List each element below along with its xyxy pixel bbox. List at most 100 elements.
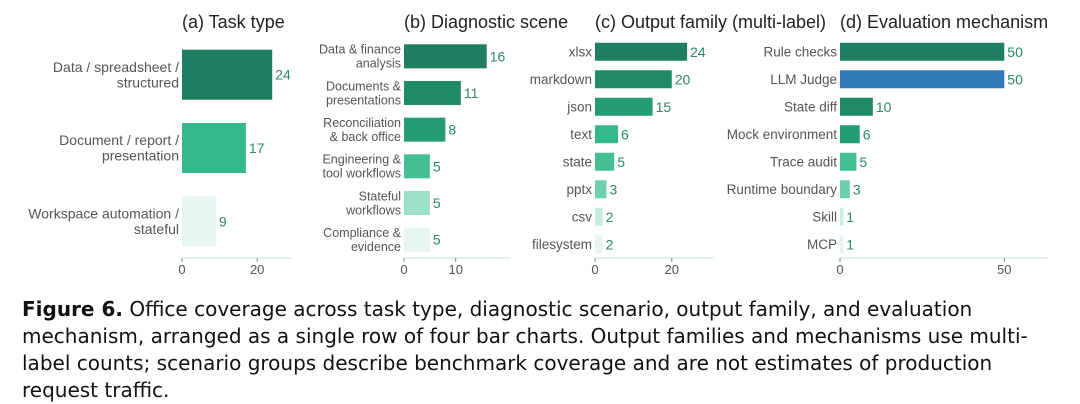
category-label: pptx [566,182,592,197]
figure-caption: Figure 6. Office coverage across task ty… [22,296,1072,404]
category-label: Skill [812,209,837,224]
bar [840,180,850,199]
bar [840,207,844,226]
bar [595,235,603,254]
data-label: 50 [1007,44,1023,60]
x-tick-label: 50 [997,262,1011,277]
category-label: Rule checks [763,44,837,59]
data-label: 5 [859,154,867,170]
data-label: 15 [656,99,672,115]
data-label: 9 [219,213,227,229]
data-label: 1 [846,209,854,225]
category-label: markdown [530,72,592,87]
bar [840,42,1005,61]
data-label: 2 [606,209,614,225]
data-label: 20 [675,71,691,87]
category-label: evidence [351,240,401,254]
bar [595,70,672,89]
category-label: presentations [326,93,401,107]
category-label: MCP [807,237,837,252]
bar-charts: (a) Task type 24 Data / spreadsheet /struc… [28,12,1048,277]
caption-label: Figure 6. [22,297,123,321]
bar [404,227,430,252]
bar [840,70,1005,89]
bar [404,44,487,69]
data-label: 17 [249,140,265,156]
bar [595,152,615,171]
category-label: Compliance & [323,226,401,240]
category-label: json [566,99,592,114]
x-tick-label: 0 [591,262,598,277]
chart-title: (c) Output family (multi-label) [595,12,826,32]
category-label: Runtime boundary [727,182,838,197]
data-label: 6 [863,126,871,142]
bar [182,196,216,247]
data-label: 50 [1007,71,1023,87]
data-label: 3 [853,181,861,197]
category-label: Trace audit [770,154,837,169]
bar [595,180,607,199]
data-label: 5 [617,154,625,170]
x-tick-label: 10 [448,262,462,277]
data-label: 5 [433,195,441,211]
bar [840,125,860,144]
category-label: State diff [784,99,837,114]
data-label: 5 [433,232,441,248]
bar [595,125,619,144]
bar [182,49,273,100]
category-label: Data & finance [319,43,401,57]
data-label: 3 [610,181,618,197]
data-label: 6 [621,126,629,142]
bar [404,117,446,142]
category-label: Stateful [359,189,401,203]
data-label: 1 [846,236,854,252]
category-label: LLM Judge [770,72,837,87]
category-label: & back office [330,130,401,144]
category-label: workflows [345,203,401,217]
category-label: text [570,127,592,142]
bar [595,42,688,61]
chart-title: (b) Diagnostic scene [404,12,568,32]
data-label: 11 [464,85,479,101]
data-label: 16 [490,48,506,64]
bar [840,97,873,116]
bar [404,154,430,179]
chart-title: (d) Evaluation mechanism [840,12,1048,32]
bar [840,152,857,171]
caption-text: Office coverage across task type, diagno… [22,297,1028,402]
category-label: structured [117,74,179,90]
data-label: 24 [690,44,706,60]
chart-panel-a: (a) Task type 24 Data / spreadsheet /struc… [28,12,291,277]
chart-title: (a) Task type [182,12,285,32]
category-label: presentation [102,148,179,164]
category-label: analysis [356,57,401,71]
x-tick-label: 20 [665,262,679,277]
category-label: Document / report / [59,132,179,148]
category-label: stateful [134,221,179,237]
category-label: tool workflows [323,167,402,181]
bar [595,207,603,226]
bar [404,81,461,105]
bar [595,97,653,116]
data-label: 24 [275,67,291,83]
data-label: 2 [606,236,614,252]
category-label: filesystem [532,237,592,252]
x-tick-label: 0 [836,262,843,277]
category-label: xlsx [569,44,592,59]
bar [404,191,430,215]
category-label: Engineering & [322,153,401,167]
data-label: 5 [433,158,441,174]
category-label: csv [572,209,593,224]
bar [182,123,246,173]
category-label: Workspace automation / [28,205,179,221]
bar [840,235,844,254]
chart-panel-c: (c) Output family (multi-label)24xlsx20m… [530,12,826,277]
category-label: state [563,154,592,169]
category-label: Reconciliation [323,116,401,130]
category-label: Data / spreadsheet / [53,59,179,75]
figure-panels: (a) Task type 24 Data / spreadsheet / struc… [28,12,1048,277]
category-label: Documents & [326,79,402,93]
x-tick-label: 0 [178,262,185,277]
data-label: 8 [448,122,456,138]
